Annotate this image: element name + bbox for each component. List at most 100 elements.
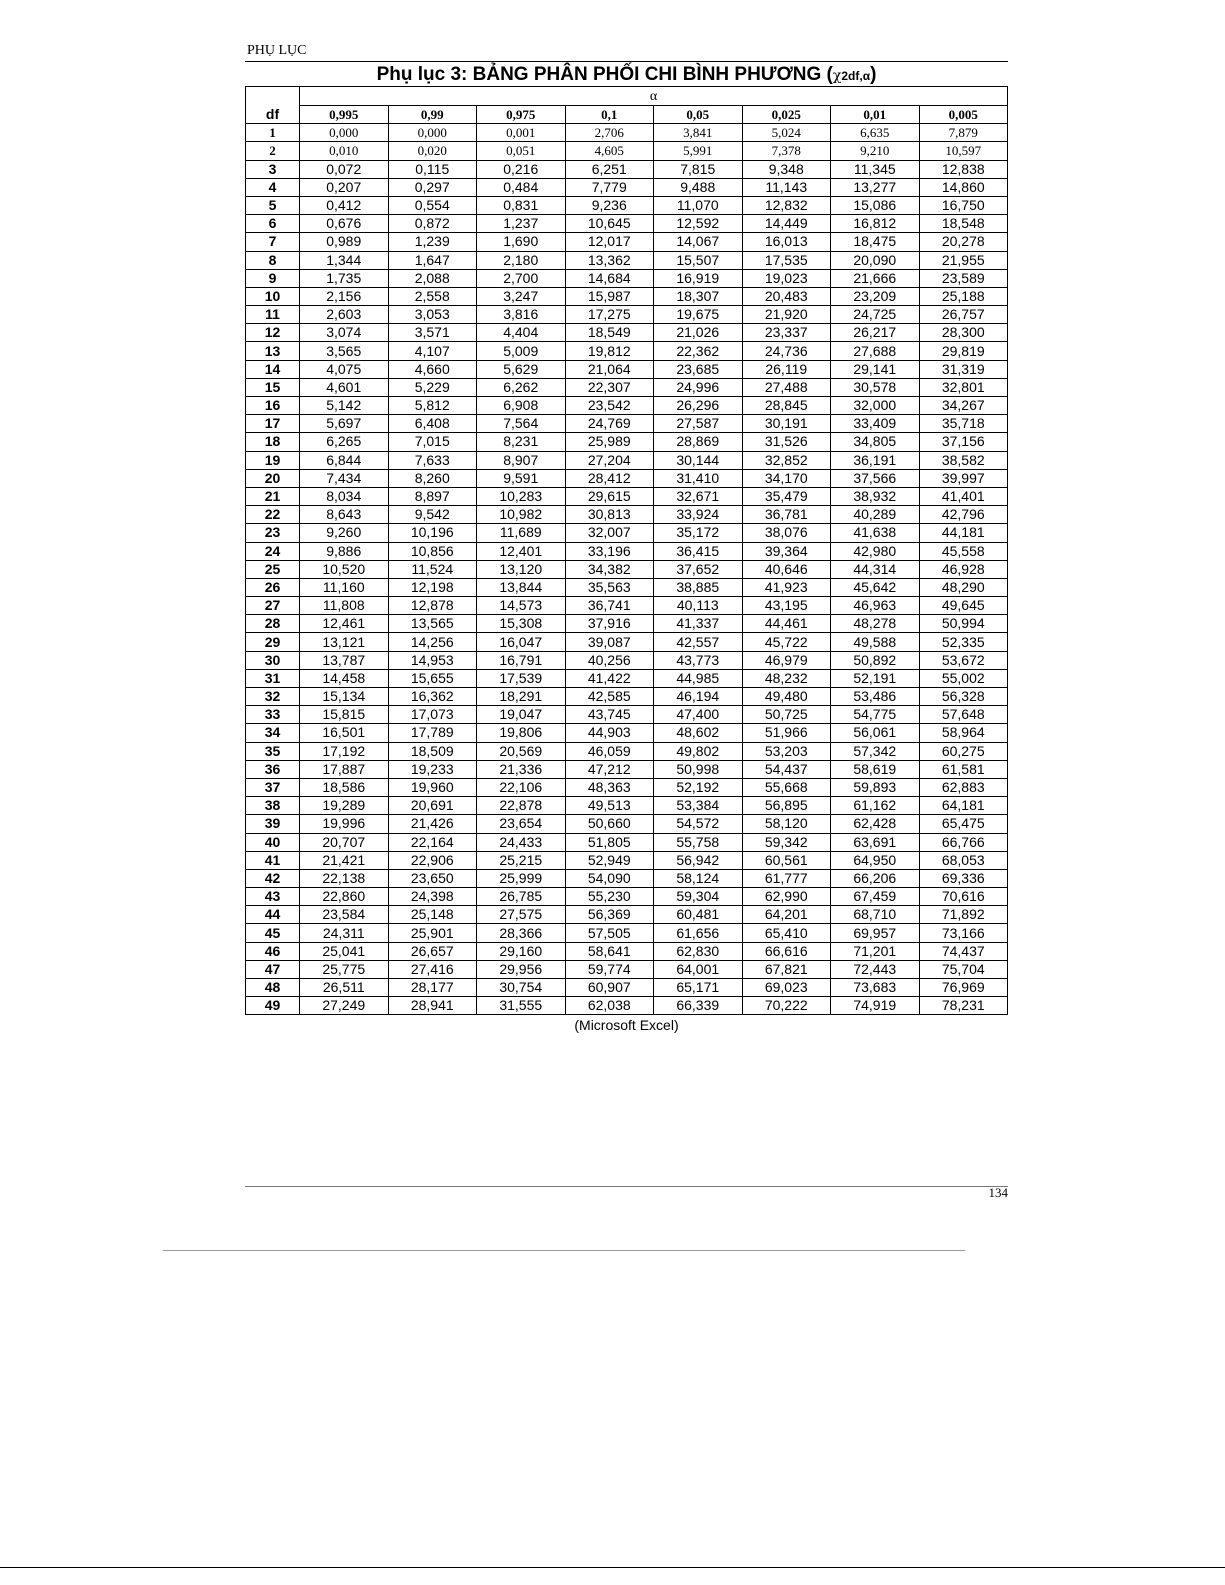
value-cell: 16,362 <box>387 686 477 707</box>
value-cell: 28,869 <box>653 432 743 452</box>
value-cell: 76,969 <box>918 977 1008 998</box>
value-cell: 4,601 <box>299 377 389 398</box>
table-row: 27 11,808 12,878 14,573 36,741 40,113 43,195 46… <box>245 596 1008 616</box>
table-row: 29 13,121 14,256 16,047 39,087 42,557 45,722 49… <box>245 632 1008 652</box>
value-cell: 24,996 <box>653 377 743 398</box>
running-head: PHỤ LỤC <box>247 43 307 58</box>
value-cell: 30,191 <box>741 414 831 434</box>
value-cell: 3,571 <box>387 323 477 343</box>
value-cell: 18,548 <box>918 214 1008 234</box>
value-cell: 0,072 <box>299 159 389 179</box>
df-cell: 46 <box>245 941 300 961</box>
df-cell: 31 <box>245 668 300 689</box>
value-cell: 29,819 <box>918 341 1008 361</box>
value-cell: 62,830 <box>653 941 743 961</box>
value-cell: 52,191 <box>830 668 920 689</box>
value-cell: 39,087 <box>564 632 654 652</box>
table-row: 49 27,249 28,941 31,555 62,038 66,339 70,222 74… <box>245 996 1008 1016</box>
value-cell: 57,648 <box>918 705 1008 725</box>
value-cell: 46,963 <box>830 596 920 616</box>
value-cell: 56,369 <box>564 905 654 925</box>
value-cell: 21,666 <box>830 268 920 288</box>
alpha-column-header: 0,99 <box>387 104 477 125</box>
value-cell: 35,718 <box>918 414 1008 434</box>
value-cell: 66,339 <box>653 996 743 1016</box>
value-cell: 58,619 <box>830 759 920 779</box>
value-cell: 1,735 <box>299 268 389 288</box>
title-symbol: χ <box>832 68 842 84</box>
page-title: Phụ lục 3: BẢNG PHÂN PHỐI CHI BÌNH PHƯƠN… <box>245 64 1008 86</box>
value-cell: 18,586 <box>299 777 389 798</box>
value-cell: 22,860 <box>299 887 389 907</box>
value-cell: 17,192 <box>299 741 389 761</box>
value-cell: 23,209 <box>830 286 920 307</box>
value-cell: 17,535 <box>741 250 831 270</box>
value-cell: 20,090 <box>830 250 920 270</box>
df-cell: 6 <box>245 214 300 234</box>
value-cell: 32,000 <box>830 395 920 416</box>
table-row: 2 0,010 0,020 0,051 4,605 5,991 7,378 9,210 10,5… <box>245 141 1008 161</box>
value-cell: 60,907 <box>564 977 654 998</box>
df-label: df <box>265 106 280 123</box>
value-cell: 15,815 <box>299 705 389 725</box>
value-cell: 60,481 <box>653 905 743 925</box>
value-cell: 9,260 <box>299 523 389 543</box>
value-cell: 50,725 <box>741 705 831 725</box>
value-cell: 0,831 <box>476 195 566 216</box>
value-cell: 32,007 <box>564 523 654 543</box>
value-cell: 0,412 <box>299 195 389 216</box>
value-cell: 36,415 <box>653 541 743 561</box>
value-cell: 0,020 <box>387 141 477 161</box>
df-cell: 47 <box>245 959 300 980</box>
value-cell: 66,206 <box>830 868 920 889</box>
value-cell: 38,076 <box>741 523 831 543</box>
value-cell: 53,384 <box>653 796 743 816</box>
value-cell: 44,985 <box>653 668 743 689</box>
value-cell: 29,956 <box>476 959 566 980</box>
value-cell: 27,249 <box>299 996 389 1016</box>
value-cell: 62,428 <box>830 814 920 834</box>
value-cell: 59,342 <box>741 832 831 852</box>
value-cell: 20,569 <box>476 741 566 761</box>
value-cell: 74,919 <box>830 996 920 1016</box>
value-cell: 26,296 <box>653 395 743 416</box>
value-cell: 54,437 <box>741 759 831 779</box>
value-cell: 9,542 <box>387 505 477 525</box>
value-cell: 0,872 <box>387 214 477 234</box>
table-row: 39 19,996 21,426 23,654 50,660 54,572 58,120 62… <box>245 814 1008 834</box>
value-cell: 12,017 <box>564 232 654 252</box>
value-cell: 3,816 <box>476 305 566 325</box>
value-cell: 7,879 <box>918 123 1008 143</box>
value-cell: 55,002 <box>918 668 1008 689</box>
table-row: 20 7,434 8,260 9,591 28,412 31,410 34,170 37,56… <box>245 468 1008 488</box>
table-row: 31 14,458 15,655 17,539 41,422 44,985 48,232 52… <box>245 668 1008 689</box>
value-cell: 58,964 <box>918 723 1008 743</box>
value-cell: 20,691 <box>387 796 477 816</box>
value-cell: 71,201 <box>830 941 920 961</box>
table-row: 32 15,134 16,362 18,291 42,585 46,194 49,480 53… <box>245 686 1008 707</box>
value-cell: 65,410 <box>741 923 831 943</box>
value-cell: 27,587 <box>653 414 743 434</box>
value-cell: 0,000 <box>299 123 389 143</box>
title-subscript: 2df,α <box>841 69 871 83</box>
alpha-column-header: 0,995 <box>299 104 389 125</box>
value-cell: 36,191 <box>830 450 920 470</box>
table-row: 36 17,887 19,233 21,336 47,212 50,998 54,437 58… <box>245 759 1008 779</box>
value-cell: 12,838 <box>918 159 1008 179</box>
table-row: 19 6,844 7,633 8,907 27,204 30,144 32,852 36,19… <box>245 450 1008 470</box>
value-cell: 3,247 <box>476 286 566 307</box>
table-row: 9 1,735 2,088 2,700 14,684 16,919 19,023 21,666… <box>245 268 1008 288</box>
value-cell: 22,362 <box>653 341 743 361</box>
table-row: 23 9,260 10,196 11,689 32,007 35,172 38,076 41,… <box>245 523 1008 543</box>
value-cell: 13,121 <box>299 632 389 652</box>
table-row: 13 3,565 4,107 5,009 19,812 22,362 24,736 27,68… <box>245 341 1008 361</box>
table-row: 37 18,586 19,960 22,106 48,363 52,192 55,668 59… <box>245 777 1008 798</box>
value-cell: 52,192 <box>653 777 743 798</box>
value-cell: 11,070 <box>653 195 743 216</box>
value-cell: 66,766 <box>918 832 1008 852</box>
value-cell: 55,230 <box>564 887 654 907</box>
value-cell: 7,815 <box>653 159 743 179</box>
value-cell: 13,120 <box>476 559 566 579</box>
value-cell: 0,297 <box>387 177 477 197</box>
value-cell: 17,887 <box>299 759 389 779</box>
